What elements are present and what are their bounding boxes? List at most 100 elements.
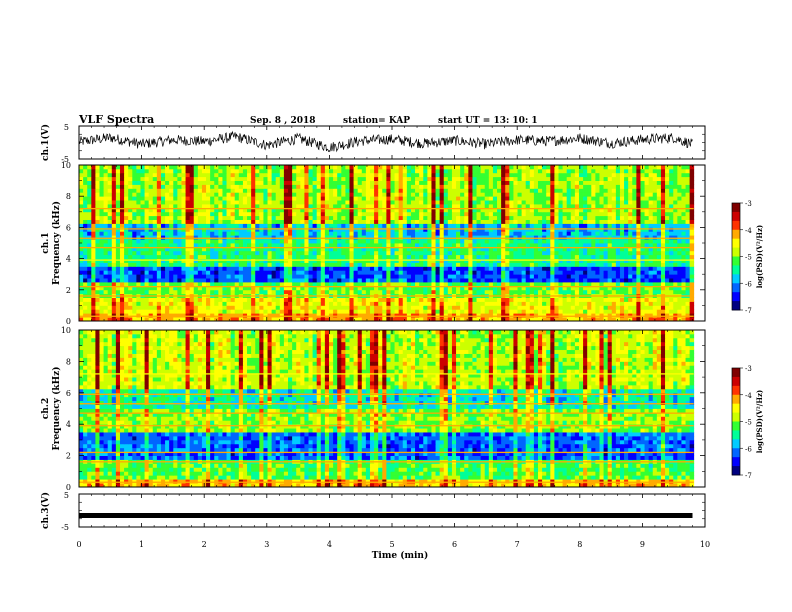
spectral-line [79, 228, 694, 230]
y-tick-label: 2 [66, 286, 71, 295]
colorbar-swatch [732, 473, 740, 476]
start-time-label: start UT = 13: 10: 1 [438, 116, 538, 126]
colorbar-tick-label: -3 [745, 200, 752, 208]
colorbar-swatch [732, 382, 740, 385]
colorbar-swatch [732, 421, 740, 424]
colorbar-swatch [732, 283, 740, 286]
colorbar-swatch [732, 428, 740, 431]
colorbar-swatch [732, 249, 740, 252]
colorbar-swatch [732, 430, 740, 433]
spectrogram-image [79, 330, 705, 487]
y-tick-label: 2 [66, 452, 71, 461]
colorbar-swatch [732, 437, 740, 440]
colorbar-swatch [732, 412, 740, 415]
colorbar-swatch [732, 240, 740, 243]
colorbar-swatch [732, 462, 740, 465]
y-tick-label: -5 [61, 155, 69, 164]
ch1-spectrogram-panel: 0 2 4 6 8 10 ch.1Frequency (kHz) [41, 161, 706, 326]
panel-frame [78, 125, 706, 160]
colorbar-swatch [732, 304, 740, 307]
spectral-line [79, 259, 694, 261]
colorbar-swatch [732, 469, 740, 472]
colorbar-swatch [732, 258, 740, 261]
colorbar-swatch [732, 453, 740, 456]
colorbar-swatch [732, 211, 740, 215]
colorbar-swatch [732, 471, 740, 474]
colorbar-swatch [732, 442, 740, 446]
colorbar-swatch [732, 433, 740, 437]
spectral-line [79, 481, 694, 483]
x-tick-label: 5 [389, 540, 394, 549]
colorbar-swatch [732, 414, 740, 417]
x-tick-label: 10 [700, 540, 710, 549]
colorbar-swatch [732, 281, 740, 284]
colorbar-swatch [732, 391, 740, 394]
colorbar-swatch [732, 373, 740, 376]
colorbar-swatch [732, 267, 740, 270]
colorbar-swatch [732, 286, 740, 289]
colorbar-swatch [732, 417, 740, 421]
colorbar-swatch [732, 458, 740, 462]
spectral-line [79, 295, 694, 297]
y-axis-label: ch.1Frequency (kHz) [41, 201, 62, 285]
y-tick-label: 6 [66, 223, 71, 232]
colorbar-swatch [732, 290, 740, 293]
colorbar-swatch [732, 293, 740, 297]
spectral-line [79, 393, 694, 395]
colorbar-swatch [732, 444, 740, 447]
y-tick-label: 5 [64, 123, 69, 132]
figure-title: VLF Spectra [78, 113, 154, 126]
colorbar-swatch [732, 375, 740, 378]
colorbar-swatch [732, 466, 740, 469]
colorbar-swatch [732, 467, 740, 471]
ch2-colorbar: -3 -4 -5 -6 -7 log(PSD)(V²/Hz) [731, 365, 764, 480]
colorbar-swatch [732, 426, 740, 430]
x-tick-label: 7 [515, 540, 520, 549]
colorbar-swatch [732, 261, 740, 265]
colorbar-swatch [732, 306, 740, 309]
spectral-line [79, 285, 694, 288]
x-tick-label: 9 [640, 540, 645, 549]
spectral-line [79, 315, 694, 317]
colorbar-tick-label: -7 [745, 307, 752, 315]
colorbar-swatch [732, 244, 740, 247]
colorbar-tick-label: -5 [745, 254, 752, 262]
colorbar-swatch [732, 400, 740, 403]
colorbar-tick-label: -4 [745, 392, 752, 400]
colorbar-swatch [732, 260, 740, 263]
colorbar-tick-label: -4 [745, 227, 752, 235]
colorbar-swatch [732, 423, 740, 426]
spectral-line [79, 425, 694, 427]
colorbar-swatch [732, 398, 740, 401]
colorbar-label: log(PSD)(V²/Hz) [755, 225, 764, 289]
colorbar-tick-label: -7 [745, 472, 752, 480]
colorbar-swatch [732, 410, 740, 413]
colorbar-swatch [732, 204, 740, 207]
y-tick-label: 4 [66, 255, 71, 264]
colorbar-swatch [732, 299, 740, 302]
colorbar-swatch [732, 256, 740, 259]
colorbar-swatch [732, 301, 740, 304]
spectrogram-image [79, 165, 705, 321]
colorbar-swatch [732, 226, 740, 229]
ch3-waveform-panel: 5 -5 ch.3(V) [40, 491, 706, 532]
colorbar-swatch [732, 416, 740, 419]
colorbar-swatch [732, 285, 740, 288]
colorbar-swatch [732, 292, 740, 295]
colorbar-swatch [732, 425, 740, 428]
colorbar-swatch [732, 252, 740, 256]
spectral-line [79, 373, 694, 375]
colorbar-swatch [732, 451, 740, 454]
colorbar-swatch [732, 368, 740, 371]
colorbar-swatch [732, 254, 740, 257]
colorbar-swatch [732, 272, 740, 275]
colorbar-swatch [732, 245, 740, 248]
colorbar-swatch [732, 297, 740, 300]
colorbar-swatch [732, 233, 740, 236]
colorbar-swatch [732, 274, 740, 277]
colorbar-swatch [732, 371, 740, 374]
x-tick-label: 0 [76, 540, 81, 549]
colorbar-swatch [732, 222, 740, 225]
y-tick-label: 0 [66, 483, 71, 492]
